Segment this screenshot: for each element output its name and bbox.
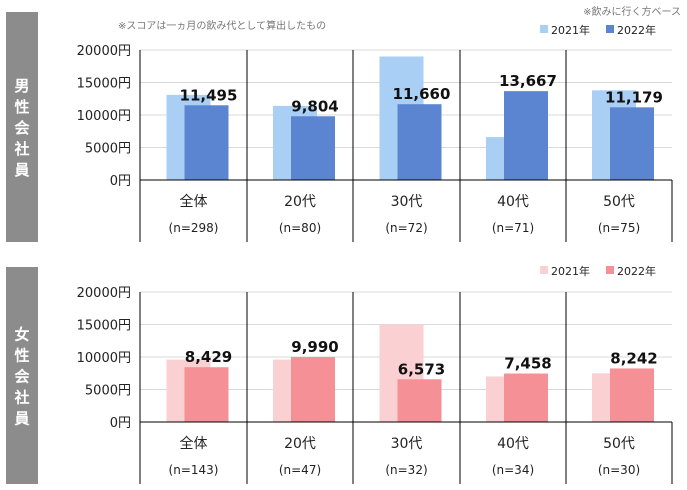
female-category-label: 20代 — [284, 436, 316, 452]
male-data-label: 9,804 — [291, 97, 338, 115]
male-legend-swatch-2022 — [606, 25, 614, 33]
female-sample-size-label: (n=32) — [385, 463, 427, 477]
female-y-tick-label: 20000円 — [77, 286, 131, 301]
male-side-label-char: 員 — [13, 161, 29, 179]
male-sample-size-label: (n=72) — [385, 221, 427, 235]
female-bar-2022 — [504, 373, 548, 422]
male-y-tick-label: 0円 — [110, 174, 131, 189]
score-note: ※スコアは一ヵ月の飲み代として算出したもの — [118, 21, 327, 32]
male-bar-2022 — [504, 91, 548, 180]
female-data-label: 9,990 — [291, 338, 338, 356]
male-y-tick-label: 10000円 — [77, 109, 131, 124]
female-legend-swatch-2021 — [540, 266, 548, 274]
female-data-label: 6,573 — [398, 360, 445, 378]
male-data-label: 13,667 — [499, 72, 557, 90]
male-side-label-char: 性 — [14, 98, 29, 116]
male-y-tick-label: 15000円 — [77, 77, 131, 92]
male-side-label-char: 男 — [14, 77, 29, 95]
male-category-label: 20代 — [284, 194, 316, 210]
female-legend-label-2021: 2021年 — [551, 264, 590, 278]
female-category-label: 30代 — [391, 436, 423, 452]
male-data-label: 11,495 — [180, 86, 238, 104]
female-side-label-char: 性 — [14, 347, 29, 365]
female-legend-swatch-2022 — [606, 266, 614, 274]
female-bar-2022 — [291, 357, 335, 422]
male-bar-2022 — [184, 105, 229, 180]
male-category-label: 40代 — [497, 194, 529, 210]
male-legend-label-2022: 2022年 — [617, 23, 656, 37]
female-sample-size-label: (n=143) — [169, 463, 219, 477]
male-data-label: 11,179 — [605, 88, 663, 106]
female-sample-size-label: (n=30) — [598, 463, 640, 477]
male-sample-size-label: (n=75) — [598, 221, 640, 235]
male-bar-2022 — [291, 116, 335, 180]
female-side-label-char: 女 — [14, 326, 29, 344]
female-side-label-char: 会 — [14, 368, 29, 386]
female-y-tick-label: 0円 — [110, 416, 131, 431]
female-legend-label-2022: 2022年 — [617, 264, 656, 278]
male-legend-swatch-2021 — [540, 25, 548, 33]
female-side-label-char: 社 — [13, 389, 29, 407]
female-y-tick-label: 5000円 — [85, 384, 131, 399]
male-legend-label-2021: 2021年 — [551, 23, 590, 37]
male-side-label-char: 社 — [13, 140, 29, 158]
male-bar-2022 — [610, 107, 654, 180]
female-side-label-bg — [6, 267, 38, 484]
female-category-label: 全体 — [180, 435, 208, 452]
male-sample-size-label: (n=71) — [492, 221, 534, 235]
female-data-label: 8,242 — [610, 349, 657, 367]
male-category-label: 全体 — [180, 193, 208, 210]
female-category-label: 40代 — [497, 436, 529, 452]
female-data-label: 7,458 — [504, 355, 551, 373]
male-sample-size-label: (n=80) — [279, 221, 321, 235]
male-category-label: 30代 — [391, 194, 423, 210]
male-data-label: 11,660 — [393, 85, 451, 103]
female-bar-2022 — [397, 379, 442, 422]
female-bar-2022 — [610, 368, 654, 422]
male-y-tick-label: 5000円 — [85, 142, 131, 157]
base-note: ※飲みに行く方ベース — [583, 7, 681, 18]
female-data-label: 8,429 — [185, 348, 232, 366]
female-sample-size-label: (n=34) — [492, 463, 534, 477]
male-y-tick-label: 20000円 — [77, 44, 131, 59]
male-side-label-bg — [6, 12, 38, 242]
male-bar-2022 — [397, 104, 442, 180]
male-sample-size-label: (n=298) — [169, 221, 219, 235]
male-side-label-char: 会 — [14, 119, 29, 137]
male-category-label: 50代 — [603, 194, 635, 210]
female-y-tick-label: 15000円 — [77, 319, 131, 334]
female-sample-size-label: (n=47) — [279, 463, 321, 477]
female-side-label-char: 員 — [13, 410, 29, 428]
female-bar-2022 — [184, 367, 229, 422]
female-category-label: 50代 — [603, 436, 635, 452]
female-y-tick-label: 10000円 — [77, 351, 131, 366]
